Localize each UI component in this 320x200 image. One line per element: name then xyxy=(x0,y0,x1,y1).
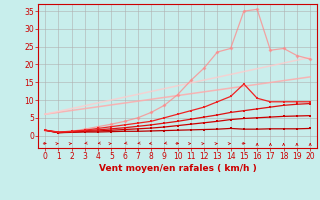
X-axis label: Vent moyen/en rafales ( km/h ): Vent moyen/en rafales ( km/h ) xyxy=(99,164,256,173)
